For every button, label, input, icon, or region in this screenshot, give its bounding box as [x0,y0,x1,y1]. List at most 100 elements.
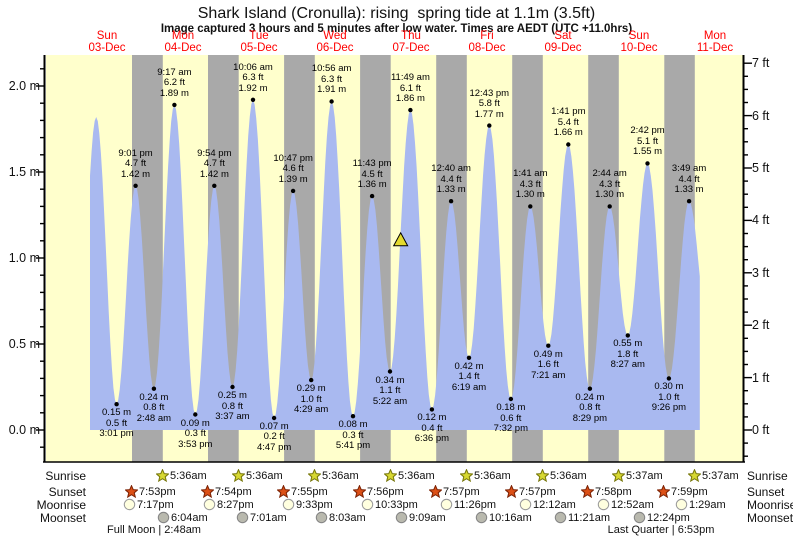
moonset-entry: 9:09am [395,511,446,524]
tide-label-line: 6:36 pm [414,433,450,445]
sunset-time: 7:57pm [443,485,480,498]
sunrise-entry: 5:36am [460,469,511,482]
tide-label-line: 4:29 am [294,404,329,416]
moonrise-entry: 8:27pm [203,498,254,511]
tide-point-dot [114,402,119,407]
y-axis-label-ft: 5 ft [752,161,770,175]
sunrise-icon [308,469,321,482]
moonset-time: 10:16am [489,511,532,524]
tide-label-line: 1.30 m [515,189,545,201]
tide-label-line: 1.42 m [121,168,151,180]
high-tide-label: 1:41 pm 5.4 ft 1.66 m [531,107,605,139]
tide-point-dot [645,161,650,166]
row-label-moonrise: Moonrise [36,498,86,512]
tide-label-line: 1:41 pm [551,106,586,118]
tide-label-line: 3:01 pm [99,428,134,440]
sunrise-entry: 5:36am [384,469,435,482]
sunset-icon [657,485,670,498]
tide-point-dot [193,412,198,417]
low-tide-label: 0.24 m 0.8 ft 2:48 am [117,392,191,425]
high-tide-label: 2:42 pm 5.1 ft 1.55 m [611,126,685,158]
tide-label-line: 0.6 ft [500,412,522,424]
tide-label-line: 1.33 m [436,184,466,196]
tide-point-dot [271,415,277,421]
tide-label-line: 4.3 ft [519,178,541,190]
tide-label-line: 10:47 pm [273,152,313,164]
tide-label-line: 1.77 m [474,108,504,120]
y-axis-label-m: 0.5 m [8,337,40,351]
tide-label-line: 1.66 m [553,127,583,139]
tide-label-line: 0.42 m [454,360,484,372]
tide-label-line: 4.4 ft [440,173,462,185]
day-date: 04-Dec [164,41,202,54]
tide-point-dot [290,188,296,194]
tide-label-line: 4.3 ft [599,178,621,190]
low-tide-label: 0.29 m 1.0 ft 4:29 am [274,384,348,416]
tide-point-dot [133,183,138,188]
tide-label-line: 3:37 am [215,411,250,422]
sunset-entry: 7:54pm [201,485,252,498]
tide-label-line: 6.3 ft [321,73,343,85]
tide-point-dot [528,204,533,209]
moonrise-time: 1:29am [689,498,726,511]
high-tide-label: 2:44 am 4.3 ft 1.30 m [573,169,647,201]
sunset-entry: 7:57pm [505,485,556,498]
sunrise-time: 5:36am [322,469,359,482]
tide-point-dot [429,407,435,412]
day-header: Tue 05-Dec [221,30,297,54]
low-tide-label: 0.24 m 0.8 ft 8:29 pm [553,391,627,425]
tide-label-line: 0.24 m [575,391,605,403]
tide-label-line: 0.18 m [496,402,526,414]
day-name: Mon [171,30,195,42]
high-tide-label: 9:17 am 6.2 ft 1.89 m [137,67,211,100]
tide-point-dot [666,376,672,381]
high-tide-label: 9:54 pm 4.7 ft 1.42 m [177,148,251,181]
tide-label-line: 3:53 pm [178,438,213,450]
row-label-sunrise: Sunrise [747,469,788,483]
moonrise-time: 9:33pm [296,498,333,511]
tide-label-line: 1.0 ft [300,393,322,405]
row-label-moonset: Moonset [39,511,86,525]
sunset-entry: 7:56pm [353,485,404,498]
tide-label-line: 6.1 ft [399,82,421,94]
tide-label-line: 0.30 m [654,381,684,393]
moonrise-icon [675,498,688,511]
tide-label-line: 0.09 m [180,417,210,429]
moonset-entry: 10:16am [475,511,532,524]
tide-point-dot [466,355,472,360]
moonset-time: 11:21am [568,511,610,524]
day-date: 06-Dec [316,41,354,54]
capture-marker-icon [392,231,409,247]
moonrise-entry: 11:26pm [440,498,496,511]
moonset-icon [315,511,328,524]
y-axis-label-ft: 2 ft [752,318,770,333]
high-tide-label: 1:41 am 4.3 ft 1.30 m [493,169,567,201]
day-header: Wed 06-Dec [297,30,373,54]
day-header: Sun 10-Dec [601,30,677,54]
sunset-icon [277,485,290,498]
tide-label-line: 0.07 m [259,420,289,432]
sunset-time: 7:54pm [215,485,252,498]
tide-label-line: 1.36 m [357,179,387,191]
low-tide-label: 0.30 m 1.0 ft 9:26 pm [632,382,706,414]
moonrise-time: 10:33pm [375,498,418,511]
tide-label-line: 4:47 pm [256,441,292,453]
row-label-sunset: Sunset [747,485,785,499]
tide-label-line: 0.3 ft [342,429,364,441]
sunrise-icon [460,469,473,482]
tide-point-dot [487,123,492,128]
low-tide-label: 0.42 m 1.4 ft 6:19 am [432,360,506,394]
sunset-time: 7:55pm [291,485,328,498]
moonrise-icon [597,498,610,511]
day-name: Sat [554,30,572,42]
tide-label-line: 1.1 ft [379,385,401,397]
capture-subtitle: Image captured 3 hours and 5 minutes aft… [160,23,633,35]
moonrise-time: 8:27pm [217,498,254,511]
sunrise-entry: 5:37am [688,469,739,482]
moonset-entry: 12:24pm [633,511,690,524]
low-tide-label: 0.18 m 0.6 ft 7:32 pm [474,403,548,435]
sunset-time: 7:58pm [595,485,632,498]
day-header: Mon 04-Dec [145,30,221,54]
moonset-icon [236,511,249,524]
tide-label-line: 0.34 m [375,374,405,386]
